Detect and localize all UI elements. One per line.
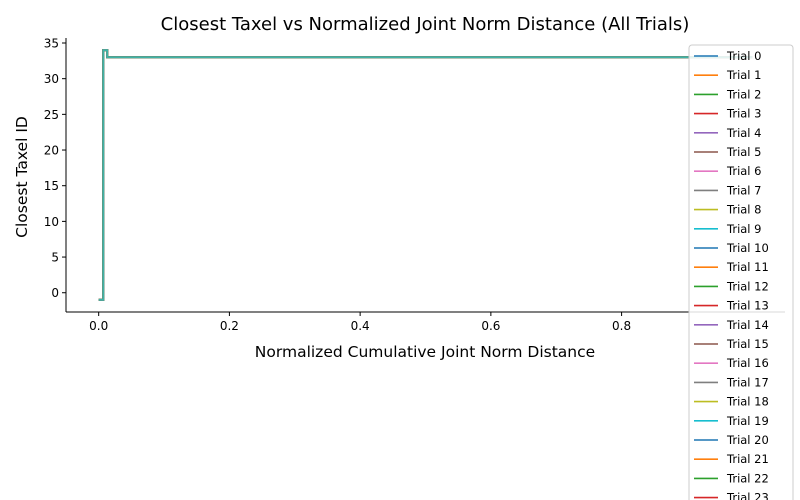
series-line-trial-16 — [98, 49, 753, 301]
legend-label: Trial 16 — [726, 356, 769, 370]
series-line-trial-23 — [98, 49, 753, 301]
y-axis: 0 5 10 15 20 25 30 35 — [44, 36, 67, 312]
series-line-trial-8 — [98, 49, 753, 301]
legend-label: Trial 6 — [726, 164, 761, 178]
plot-area — [98, 49, 753, 301]
series-line-trial-18 — [98, 49, 753, 301]
series-line-trial-4 — [98, 49, 753, 301]
series-line-trial-0 — [98, 49, 753, 301]
series-line-overlay — [98, 49, 753, 301]
legend-label: Trial 11 — [726, 260, 769, 274]
series-line-trial-3 — [98, 49, 753, 301]
y-tick-label: 15 — [44, 179, 59, 193]
series-line-trial-14 — [98, 49, 753, 301]
x-tick-label: 0.6 — [481, 319, 500, 333]
legend-label: Trial 21 — [726, 452, 769, 466]
legend-label: Trial 22 — [726, 471, 769, 485]
series-line-trial-12 — [98, 49, 753, 301]
y-tick-label: 30 — [44, 72, 59, 86]
legend-label: Trial 17 — [726, 375, 769, 389]
legend-label: Trial 2 — [726, 87, 761, 101]
series-line-trial-10 — [98, 49, 753, 301]
legend-label: Trial 19 — [726, 414, 769, 428]
legend-label: Trial 23 — [726, 491, 769, 500]
series-line-trial-17 — [98, 49, 753, 301]
series-line-trial-6 — [98, 49, 753, 301]
y-tick-label: 5 — [51, 251, 59, 265]
x-tick-label: 0.2 — [220, 319, 239, 333]
legend-label: Trial 4 — [726, 126, 761, 140]
y-tick-label: 20 — [44, 144, 59, 158]
legend-label: Trial 0 — [726, 49, 761, 63]
x-tick-label: 0.8 — [612, 319, 631, 333]
series-line-trial-22 — [98, 49, 753, 301]
legend-label: Trial 8 — [726, 203, 761, 217]
y-tick-label: 35 — [44, 36, 59, 50]
x-axis: 0.0 0.2 0.4 0.6 0.8 — [66, 311, 785, 333]
legend-label: Trial 9 — [726, 222, 761, 236]
y-tick-label: 10 — [44, 215, 59, 229]
series-line-trial-21 — [98, 49, 753, 301]
legend-label: Trial 13 — [726, 299, 769, 313]
legend-label: Trial 3 — [726, 107, 761, 121]
legend-label: Trial 18 — [726, 395, 769, 409]
series-line-trial-13 — [98, 49, 753, 301]
legend-label: Trial 7 — [726, 183, 761, 197]
series-line-trial-5 — [98, 49, 753, 301]
x-tick-label: 0.0 — [89, 319, 108, 333]
legend-label: Trial 15 — [726, 337, 769, 351]
legend-label: Trial 1 — [726, 68, 761, 82]
legend-box — [688, 44, 794, 500]
y-tick-label: 25 — [44, 108, 59, 122]
series-line-trial-20 — [98, 49, 753, 301]
series-line-trial-7 — [98, 49, 753, 301]
series-line-trial-2 — [98, 49, 753, 301]
x-axis-label: Normalized Cumulative Joint Norm Distanc… — [255, 343, 595, 361]
legend-label: Trial 10 — [726, 241, 769, 255]
chart-title: Closest Taxel vs Normalized Joint Norm D… — [161, 14, 690, 35]
legend-label: Trial 20 — [726, 433, 769, 447]
series-line-trial-9 — [98, 49, 753, 301]
series-line-trial-15 — [98, 49, 753, 301]
series-line-trial-19 — [98, 49, 753, 301]
y-axis-label: Closest Taxel ID — [13, 116, 31, 238]
y-tick-label: 0 — [51, 286, 59, 300]
series-line-trial-11 — [98, 49, 753, 301]
series-line-trial-1 — [98, 49, 753, 301]
legend-label: Trial 5 — [726, 145, 761, 159]
x-tick-label: 0.4 — [351, 319, 370, 333]
legend-label: Trial 14 — [726, 318, 769, 332]
legend: Trial 0 Trial 1 Trial 2 Trial 3 Trial 4 Trial… — [688, 44, 794, 500]
legend-label: Trial 12 — [726, 279, 769, 293]
